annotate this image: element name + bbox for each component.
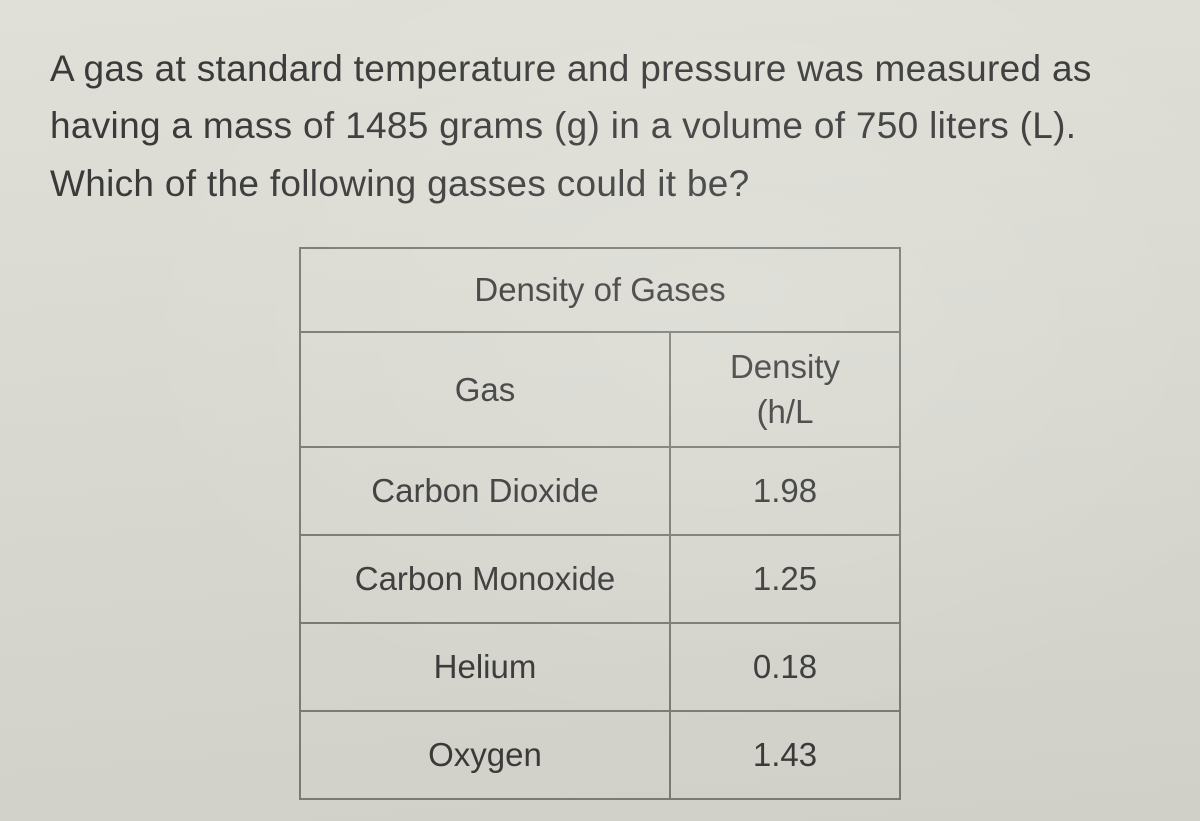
cell-gas: Helium xyxy=(300,623,670,711)
cell-gas: Oxygen xyxy=(300,711,670,799)
question-text: A gas at standard temperature and pressu… xyxy=(50,40,1150,212)
cell-density: 1.25 xyxy=(670,535,900,623)
table-row: Carbon Monoxide 1.25 xyxy=(300,535,900,623)
col-header-density: Density(h/L xyxy=(670,332,900,447)
cell-density: 0.18 xyxy=(670,623,900,711)
cell-density: 1.98 xyxy=(670,447,900,535)
table-row: Carbon Dioxide 1.98 xyxy=(300,447,900,535)
table-row: Oxygen 1.43 xyxy=(300,711,900,799)
table-title: Density of Gases xyxy=(300,248,900,332)
table-row: Helium 0.18 xyxy=(300,623,900,711)
cell-density: 1.43 xyxy=(670,711,900,799)
cell-gas: Carbon Monoxide xyxy=(300,535,670,623)
density-table: Density of Gases Gas Density(h/L Carbon … xyxy=(299,247,901,800)
col-header-gas: Gas xyxy=(300,332,670,447)
cell-gas: Carbon Dioxide xyxy=(300,447,670,535)
density-table-container: Density of Gases Gas Density(h/L Carbon … xyxy=(50,247,1150,800)
